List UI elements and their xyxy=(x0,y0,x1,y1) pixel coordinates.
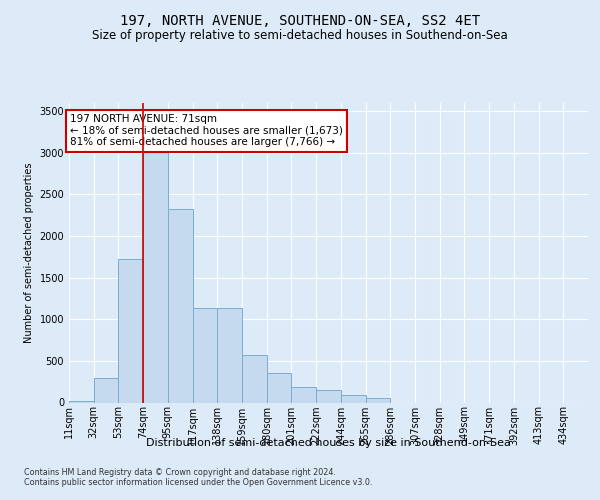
Bar xyxy=(292,386,316,402)
Text: 197 NORTH AVENUE: 71sqm
← 18% of semi-detached houses are smaller (1,673)
81% of: 197 NORTH AVENUE: 71sqm ← 18% of semi-de… xyxy=(70,114,343,148)
Text: Size of property relative to semi-detached houses in Southend-on-Sea: Size of property relative to semi-detach… xyxy=(92,28,508,42)
Text: Contains public sector information licensed under the Open Government Licence v3: Contains public sector information licen… xyxy=(24,478,373,487)
Bar xyxy=(341,394,365,402)
Bar xyxy=(365,398,390,402)
Bar xyxy=(267,374,292,402)
Bar xyxy=(316,390,341,402)
Text: 197, NORTH AVENUE, SOUTHEND-ON-SEA, SS2 4ET: 197, NORTH AVENUE, SOUTHEND-ON-SEA, SS2 … xyxy=(120,14,480,28)
Bar xyxy=(94,378,118,402)
Text: Contains HM Land Registry data © Crown copyright and database right 2024.: Contains HM Land Registry data © Crown c… xyxy=(24,468,336,477)
Bar xyxy=(217,308,242,402)
Bar xyxy=(69,401,94,402)
Bar xyxy=(118,259,143,402)
Bar xyxy=(242,354,267,403)
Bar xyxy=(193,308,217,402)
Y-axis label: Number of semi-detached properties: Number of semi-detached properties xyxy=(24,162,34,343)
Text: Distribution of semi-detached houses by size in Southend-on-Sea: Distribution of semi-detached houses by … xyxy=(146,438,511,448)
Bar xyxy=(168,209,193,402)
Bar xyxy=(143,148,168,402)
